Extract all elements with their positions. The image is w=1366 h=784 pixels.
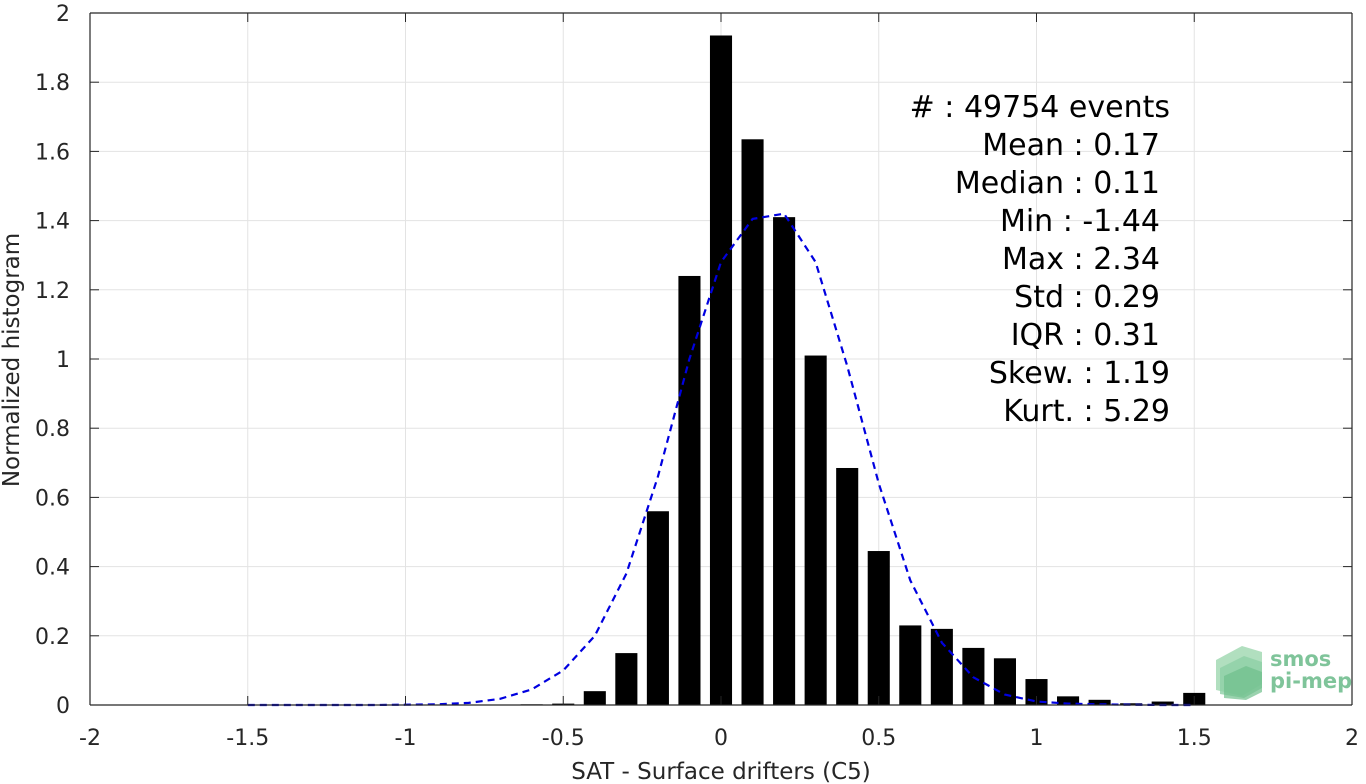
histogram-bar-11 (867, 551, 890, 705)
histogram-bar-3 (615, 653, 638, 705)
x-tick-label-8: 2 (1345, 726, 1359, 751)
stat-line-4: Max : 2.34 (1002, 242, 1160, 277)
stat-line-6: IQR : 0.31 (1011, 318, 1160, 353)
y-tick-label-0: 0 (56, 694, 70, 719)
histogram-bar-18 (1088, 699, 1111, 705)
x-tick-label-4: 0 (714, 726, 728, 751)
histogram-bar-2 (583, 691, 606, 705)
histogram-bar-4 (646, 511, 669, 705)
x-tick-label-0: -2 (79, 726, 101, 751)
logo-line1: smos (1270, 647, 1331, 671)
x-tick-label-2: -1 (395, 726, 417, 751)
x-axis-title: SAT - Surface drifters (C5) (571, 759, 871, 784)
histogram-bar-15 (993, 658, 1016, 705)
stat-line-1: Mean : 0.17 (982, 128, 1160, 163)
y-tick-label-7: 1.4 (35, 210, 70, 235)
stat-line-8: Kurt. : 5.29 (1003, 394, 1170, 429)
y-tick-label-4: 0.8 (35, 417, 70, 442)
histogram-bar-8 (773, 217, 796, 705)
x-tick-label-6: 1 (1030, 726, 1044, 751)
y-tick-label-3: 0.6 (35, 486, 70, 511)
y-tick-labels: 0 0.2 0.4 0.6 0.8 1 1.2 1.4 1.6 1.8 2 (35, 2, 70, 719)
histogram-bar-9 (804, 355, 827, 705)
y-tick-label-9: 1.8 (35, 71, 70, 96)
stat-line-5: Std : 0.29 (1014, 280, 1160, 315)
histogram-bar-17 (1057, 696, 1080, 705)
y-tick-label-6: 1.2 (35, 279, 70, 304)
histogram-bar-5 (678, 275, 701, 705)
histogram-bar-6 (709, 35, 733, 706)
y-tick-label-1: 0.2 (35, 625, 70, 650)
axes (89, 12, 1353, 706)
smos-pi-mep-logo: smos pi-mep (1216, 646, 1352, 700)
x-tick-labels: -2 -1.5 -1 -0.5 0 0.5 1 1.5 2 (79, 726, 1359, 751)
histogram-bar-16 (1025, 679, 1048, 705)
histogram-bar-7 (741, 139, 764, 706)
y-axis-title: Normalized histogram (0, 233, 25, 487)
x-tick-label-3: -0.5 (542, 726, 585, 751)
stat-line-7: Skew. : 1.19 (989, 356, 1170, 391)
stat-line-0: # : 49754 events (910, 90, 1170, 125)
stat-line-2: Median : 0.11 (955, 166, 1160, 201)
x-tick-label-7: 1.5 (1177, 726, 1212, 751)
histogram-bar-19 (1120, 703, 1143, 705)
histogram-bar-13 (930, 628, 953, 705)
stat-line-3: Min : -1.44 (1000, 204, 1160, 239)
y-tick-label-5: 1 (56, 348, 70, 373)
y-tick-label-8: 1.6 (35, 140, 70, 165)
histogram-bar-20 (1151, 701, 1174, 705)
x-tick-label-5: 0.5 (861, 726, 896, 751)
x-tick-label-1: -1.5 (226, 726, 269, 751)
logo-line2: pi-mep (1270, 669, 1352, 693)
y-tick-label-10: 2 (56, 2, 70, 27)
logo-emblem-icon (1216, 646, 1262, 700)
y-tick-label-2: 0.4 (35, 556, 70, 581)
histogram-bar-10 (836, 467, 859, 705)
histogram-bar-12 (899, 625, 922, 705)
